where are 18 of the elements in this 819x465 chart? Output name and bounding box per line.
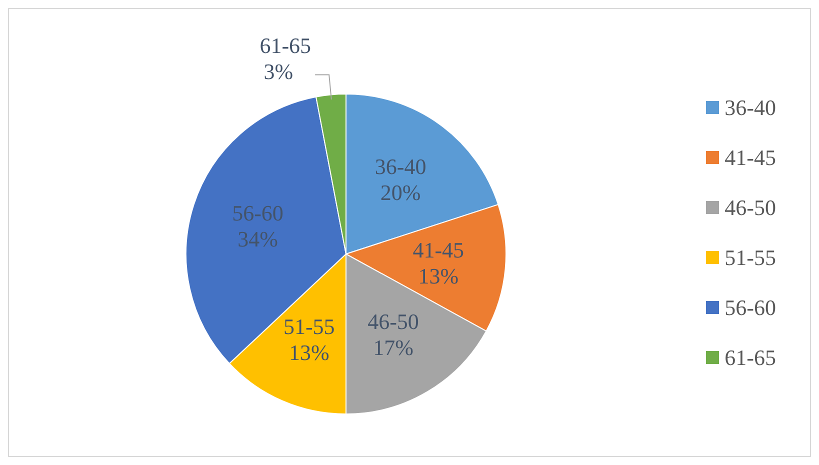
legend-label: 36-40 (724, 94, 776, 120)
slice-label: 56-60 (232, 200, 284, 225)
legend-label: 41-45 (724, 144, 776, 170)
data-label: 13% (288, 340, 330, 365)
legend-label: 56-60 (724, 294, 776, 320)
data-label: 17% (373, 334, 414, 360)
slice-label: 46-50 (368, 308, 419, 334)
legend-label: 51-55 (724, 244, 776, 270)
slice-label: 36-40 (374, 153, 426, 178)
slice-label: 41-45 (412, 237, 464, 262)
legend-label: 61-65 (724, 344, 776, 370)
slice-label: 61-65 (260, 32, 312, 58)
data-label: 34% (238, 226, 278, 251)
legend-label: 46-50 (724, 194, 776, 220)
slice-label: 51-55 (283, 314, 335, 339)
data-label: 13% (418, 263, 459, 288)
data-label: 20% (380, 179, 421, 204)
data-label: 3% (264, 58, 294, 84)
